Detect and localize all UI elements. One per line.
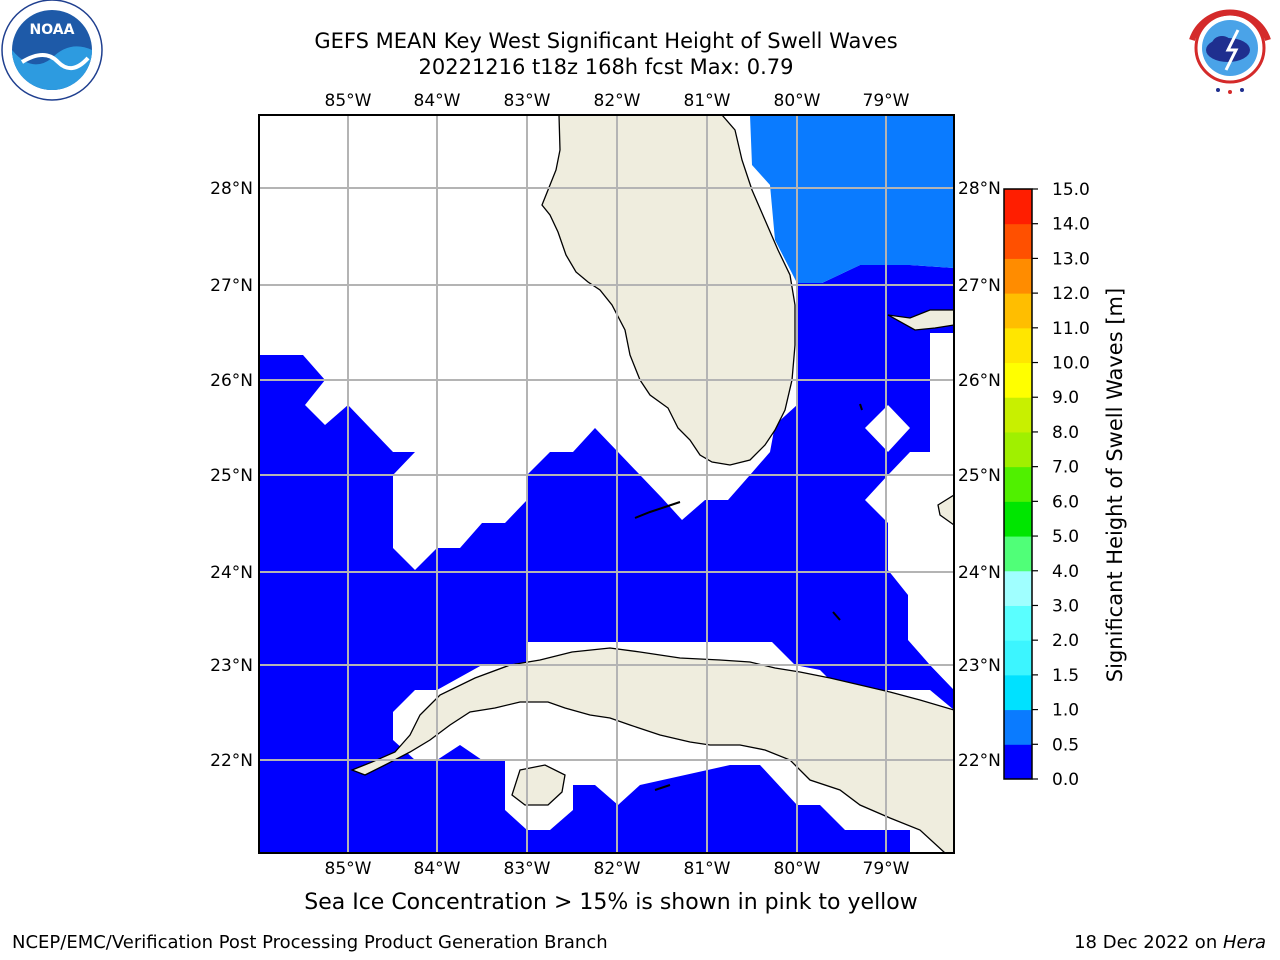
- lat-label-right: 23°N: [958, 656, 1001, 676]
- footer-host: Hera: [1222, 932, 1266, 953]
- colorbar-tick-label: 15.0: [1052, 180, 1090, 200]
- colorbar-swatch: [1004, 397, 1032, 433]
- colorbar-tick-label: 0.5: [1052, 735, 1079, 755]
- lon-label-top: 79°W: [863, 91, 910, 111]
- lon-label-top: 81°W: [684, 91, 731, 111]
- map-frame: [258, 114, 955, 854]
- lon-label-top: 85°W: [325, 91, 372, 111]
- colorbar-tick-label: 5.0: [1052, 527, 1079, 547]
- lat-label-right: 24°N: [958, 563, 1001, 583]
- colorbar-tick-label: 0.0: [1052, 770, 1079, 790]
- colorbar-swatch: [1004, 570, 1032, 606]
- lat-label-left: 28°N: [210, 179, 253, 199]
- footer-date-text: 18 Dec 2022 on: [1074, 932, 1223, 953]
- map-subtitle: 20221216 t18z 168h fcst Max: 0.79: [418, 55, 794, 79]
- colorbar-tick-label: 11.0: [1052, 319, 1090, 339]
- nws-logo: [1184, 2, 1276, 94]
- lat-label-left: 23°N: [210, 656, 253, 676]
- lat-label-right: 28°N: [958, 179, 1001, 199]
- colorbar-swatch: [1004, 744, 1032, 780]
- colorbar-swatch: [1004, 674, 1032, 711]
- colorbar-swatch: [1004, 431, 1032, 468]
- colorbar-swatch: [1004, 223, 1032, 259]
- colorbar-tick-label: 3.0: [1052, 596, 1079, 616]
- colorbar-tick-label: 9.0: [1052, 388, 1079, 408]
- swell-region-low: [259, 265, 954, 853]
- colorbar-swatch: [1004, 501, 1032, 537]
- lon-label-bottom: 82°W: [594, 859, 641, 879]
- colorbar-swatch: [1004, 536, 1032, 572]
- colorbar-tick-label: 13.0: [1052, 249, 1090, 269]
- colorbar-tick-label: 1.5: [1052, 666, 1079, 686]
- lon-label-bottom: 80°W: [774, 859, 821, 879]
- florida-landmass: [541, 115, 796, 466]
- colorbar-tick-label: 12.0: [1052, 284, 1090, 304]
- map-gridlines: [259, 115, 954, 853]
- cuba-landmass: [350, 647, 954, 853]
- map-title: GEFS MEAN Key West Significant Height of…: [314, 29, 898, 53]
- lon-label-top: 84°W: [414, 91, 461, 111]
- lon-label-bottom: 85°W: [325, 859, 372, 879]
- noaa-logo: NOAA: [1, 0, 103, 101]
- colorbar-tick-label: 14.0: [1052, 215, 1090, 235]
- lon-label-top: 82°W: [594, 91, 641, 111]
- lon-label-bottom: 84°W: [414, 859, 461, 879]
- lat-label-right: 22°N: [958, 751, 1001, 771]
- colorbar-swatch: [1004, 709, 1032, 745]
- colorbar-frame: [1003, 188, 1033, 780]
- colorbar-swatch: [1004, 640, 1032, 676]
- lat-label-left: 25°N: [210, 466, 253, 486]
- colorbar-tick-label: 7.0: [1052, 458, 1079, 478]
- lon-label-top: 83°W: [504, 91, 551, 111]
- lat-label-right: 26°N: [958, 371, 1001, 391]
- colorbar-swatch: [1004, 605, 1032, 641]
- colorbar-swatch: [1004, 362, 1032, 398]
- colorbar-tick-label: 2.0: [1052, 631, 1079, 651]
- colorbar-swatch: [1004, 466, 1032, 502]
- lat-label-left: 26°N: [210, 371, 253, 391]
- lat-label-left: 22°N: [210, 751, 253, 771]
- colorbar-swatch: [1004, 327, 1032, 364]
- lon-label-top: 80°W: [774, 91, 821, 111]
- colorbar-label: Significant Height of Swell Waves [m]: [1103, 288, 1127, 682]
- colorbar-tick-label: 6.0: [1052, 492, 1079, 512]
- lon-label-bottom: 81°W: [684, 859, 731, 879]
- sea-ice-note: Sea Ice Concentration > 15% is shown in …: [304, 890, 918, 915]
- lat-label-left: 24°N: [210, 563, 253, 583]
- lon-label-bottom: 79°W: [863, 859, 910, 879]
- colorbar-swatch: [1004, 258, 1032, 294]
- lon-label-bottom: 83°W: [504, 859, 551, 879]
- colorbar-tick-label: 4.0: [1052, 562, 1079, 582]
- lat-label-left: 27°N: [210, 276, 253, 296]
- colorbar-tick-label: 1.0: [1052, 701, 1079, 721]
- swell-region-mid: [750, 115, 954, 283]
- footer-date: 18 Dec 2022 on Hera: [1074, 932, 1266, 953]
- colorbar-swatch: [1004, 293, 1032, 329]
- colorbar: [1003, 188, 1033, 780]
- colorbar-swatch: [1004, 189, 1032, 225]
- lat-label-right: 25°N: [958, 466, 1001, 486]
- colorbar-tick-label: 8.0: [1052, 423, 1079, 443]
- colorbar-tick-label: 10.0: [1052, 354, 1090, 374]
- noaa-logo-text: NOAA: [30, 22, 75, 38]
- lat-label-right: 27°N: [958, 276, 1001, 296]
- footer-branch: NCEP/EMC/Verification Post Processing Pr…: [12, 932, 608, 953]
